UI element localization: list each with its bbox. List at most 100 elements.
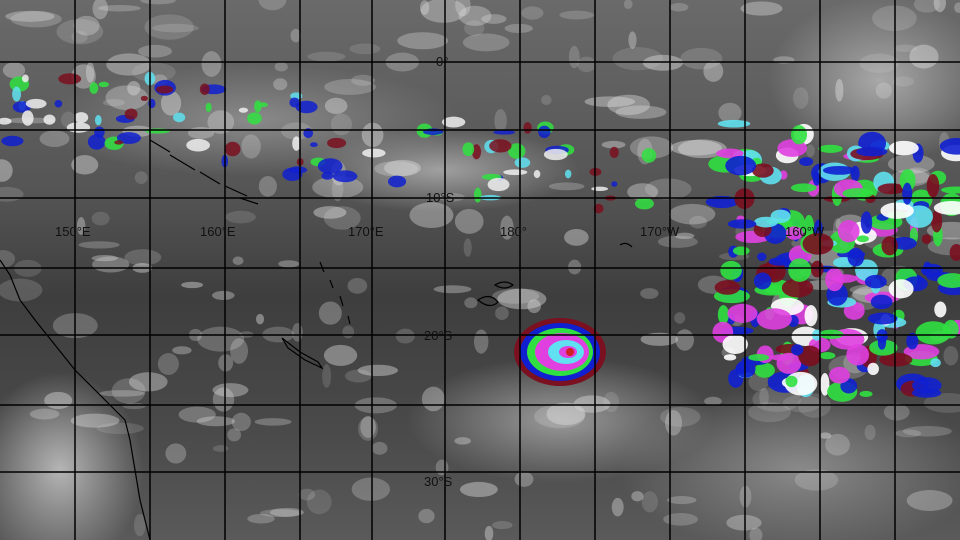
cloud-blob	[157, 353, 179, 375]
cloud-blob	[727, 219, 757, 229]
lat-label-30s: 30°S	[424, 474, 453, 489]
cloud-blob	[668, 203, 716, 225]
cloud-blob	[759, 387, 769, 407]
cloud-blob	[576, 56, 597, 73]
cloud-blob	[628, 31, 637, 49]
cloud-blob	[197, 326, 245, 352]
cloud-blob	[160, 90, 182, 116]
cloud-blob	[342, 325, 355, 339]
cloud-blob	[292, 136, 301, 151]
lon-label-150e: 150°E	[55, 224, 91, 239]
cloud-blob	[464, 20, 485, 36]
cloud-blob	[493, 130, 516, 135]
cloud-blob	[290, 28, 302, 43]
cloud-blob	[462, 142, 475, 157]
cloud-blob	[102, 98, 125, 107]
cloud-blob	[785, 375, 798, 388]
cloud-blob	[44, 391, 73, 409]
cloud-blob	[111, 378, 146, 404]
cloud-blob	[87, 134, 106, 150]
cloud-blob	[642, 54, 684, 71]
lon-label-160w: 160°W	[785, 224, 825, 239]
cloud-blob	[173, 112, 186, 123]
australia-coast	[0, 259, 151, 540]
cloud-blob	[12, 86, 22, 102]
cloud-blob	[78, 241, 120, 249]
cloud-blob	[324, 79, 376, 95]
cloud-blob	[321, 171, 334, 180]
cloud-blob	[818, 144, 843, 153]
cloud-blob	[837, 220, 860, 243]
cloud-blob	[906, 490, 953, 511]
cloud-blob	[138, 44, 172, 58]
cloud-blob	[612, 47, 664, 71]
cloud-blob	[756, 308, 792, 330]
cloud-blob	[943, 346, 959, 366]
cloud-blob	[128, 372, 168, 392]
cloud-blob	[25, 98, 47, 109]
cloud-blob	[915, 321, 951, 345]
cloud-blob	[313, 206, 347, 219]
cloud-blob	[98, 81, 110, 88]
cloud-blob	[822, 165, 856, 175]
cloud-blob	[471, 144, 482, 160]
cloud-blob	[324, 97, 348, 114]
lon-label-170e: 170°E	[348, 224, 384, 239]
cloud-blob	[674, 312, 686, 324]
cloud-blob	[933, 200, 960, 215]
cloud-blob	[247, 112, 262, 125]
cloud-blob	[332, 170, 358, 183]
cloud-blob	[799, 157, 814, 166]
cloud-blob	[812, 171, 821, 186]
cloud-blob	[828, 366, 850, 384]
cloud-blob	[187, 126, 215, 139]
cloud-blob	[181, 281, 204, 289]
cloud-blob	[909, 44, 939, 69]
lon-label-160e: 160°E	[200, 224, 236, 239]
cloud-blob	[820, 372, 830, 396]
cloud-blob	[867, 312, 898, 325]
cloud-blob	[768, 257, 790, 266]
cloud-blob	[322, 364, 332, 388]
cloud-blob	[92, 0, 109, 20]
cloud-blob	[94, 126, 105, 138]
cloud-blob	[454, 208, 484, 234]
cloud-blob	[879, 352, 913, 367]
cloud-blob	[507, 143, 526, 159]
cloud-blob	[584, 96, 635, 108]
cloud-blob	[939, 138, 960, 155]
cloud-blob	[631, 491, 644, 502]
cloud-blob	[421, 386, 445, 412]
cloud-blob	[29, 408, 60, 420]
cloud-blob	[954, 2, 960, 13]
cloud-blob	[704, 396, 722, 406]
cloud-blob	[877, 335, 887, 350]
cloud-blob	[295, 100, 318, 114]
cloud-blob	[623, 0, 633, 9]
cloud-blob	[933, 0, 946, 13]
cloud-blob	[397, 32, 449, 50]
cloud-blob	[1, 135, 24, 147]
cloud-blob	[298, 488, 316, 501]
cloud-blob	[893, 44, 918, 53]
cloud-blob	[912, 377, 942, 394]
cloud-blob	[306, 489, 332, 515]
cloud-blob	[309, 142, 318, 148]
cloud-blob	[140, 0, 176, 5]
cloud-blob	[670, 139, 722, 156]
cloud-blob	[323, 344, 358, 366]
cloud-blob	[238, 107, 249, 113]
cloud-blob	[21, 110, 34, 126]
cloud-blob	[782, 394, 821, 413]
lat-label-20s: 20°S	[424, 328, 453, 343]
cloud-blob	[145, 128, 170, 134]
cloud-blob	[289, 97, 300, 108]
cloud-blob	[288, 166, 308, 174]
cloud-blob	[717, 119, 751, 128]
cloud-blob	[307, 51, 346, 62]
cloud-blob	[224, 141, 241, 157]
cloud-blob	[54, 99, 63, 108]
cloud-blob	[122, 402, 146, 410]
